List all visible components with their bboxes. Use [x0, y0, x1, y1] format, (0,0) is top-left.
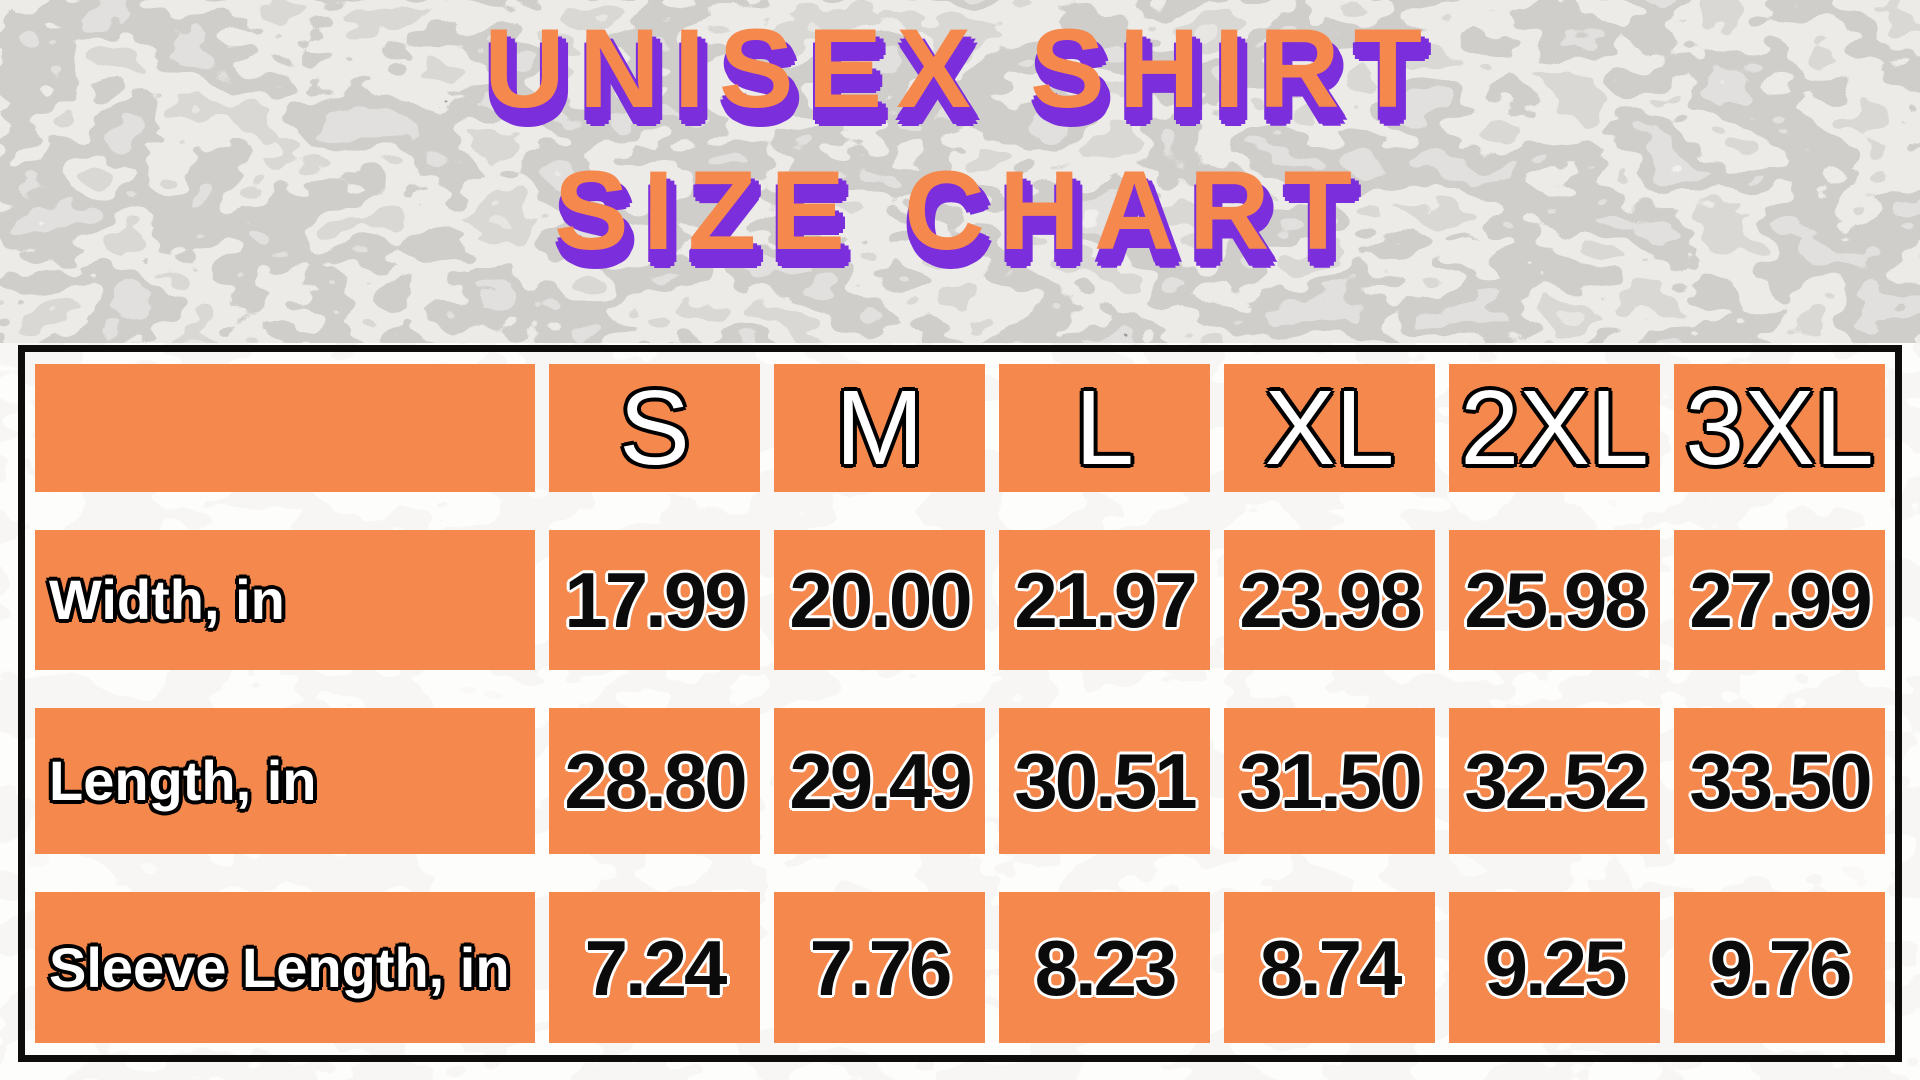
- size-header-label: 3XL: [1685, 369, 1874, 487]
- size-header-cell-xl: XL: [1224, 364, 1435, 492]
- value-cell-length-m: 29.49: [774, 708, 985, 854]
- row-label: Sleeve Length, in: [49, 935, 510, 999]
- value: 32.52: [1464, 737, 1647, 825]
- value: 29.49: [789, 737, 972, 825]
- value-cell-width-l: 21.97: [999, 530, 1210, 670]
- value-cell-sleeve-3xl: 9.76: [1674, 892, 1885, 1043]
- size-header-cell-2xl: 2XL: [1449, 364, 1660, 492]
- size-header-cell-3xl: 3XL: [1674, 364, 1885, 492]
- value: 33.50: [1689, 737, 1872, 825]
- size-header-label: 2XL: [1460, 369, 1649, 487]
- row-label-cell-width: Width, in: [35, 530, 535, 670]
- value-cell-length-2xl: 32.52: [1449, 708, 1660, 854]
- size-header-cell-m: M: [774, 364, 985, 492]
- value-cell-length-xl: 31.50: [1224, 708, 1435, 854]
- size-header-label: L: [1075, 369, 1134, 487]
- value: 23.98: [1239, 556, 1422, 644]
- row-label-cell-length: Length, in: [35, 708, 535, 854]
- value-cell-width-m: 20.00: [774, 530, 985, 670]
- value-cell-sleeve-m: 7.76: [774, 892, 985, 1043]
- value: 28.80: [564, 737, 747, 825]
- row-label: Length, in: [49, 749, 317, 812]
- row-label-cell-sleeve-length: Sleeve Length, in: [35, 892, 535, 1043]
- value: 8.74: [1259, 923, 1403, 1012]
- size-chart-table: S M L XL 2XL 3XL Width, in 17.99 20.00 2…: [18, 345, 1902, 1062]
- size-header-label: M: [835, 369, 924, 487]
- value: 17.99: [564, 556, 747, 644]
- size-header-cell-s: S: [549, 364, 760, 492]
- value: 7.76: [809, 923, 953, 1012]
- value-cell-width-s: 17.99: [549, 530, 760, 670]
- camo-texture-background: [0, 0, 1920, 343]
- title-line-2-shadow: SIZE CHART: [558, 161, 1370, 286]
- value-cell-length-l: 30.51: [999, 708, 1210, 854]
- value: 21.97: [1014, 556, 1197, 644]
- value-cell-width-3xl: 27.99: [1674, 530, 1885, 670]
- value: 31.50: [1239, 737, 1422, 825]
- value-cell-sleeve-2xl: 9.25: [1449, 892, 1660, 1043]
- value: 9.25: [1484, 923, 1628, 1012]
- row-label: Width, in: [49, 568, 285, 631]
- value-cell-width-xl: 23.98: [1224, 530, 1435, 670]
- value-cell-sleeve-s: 7.24: [549, 892, 760, 1043]
- value-cell-length-3xl: 33.50: [1674, 708, 1885, 854]
- value: 20.00: [789, 556, 972, 644]
- title-line-2-text: SIZE CHART: [554, 148, 1366, 273]
- value: 25.98: [1464, 556, 1647, 644]
- size-header-cell-l: L: [999, 364, 1210, 492]
- value: 30.51: [1014, 737, 1197, 825]
- header-empty-cell: [35, 364, 535, 492]
- value-cell-length-s: 28.80: [549, 708, 760, 854]
- title-line-1-text: UNISEX SHIRT: [483, 6, 1437, 131]
- value-cell-sleeve-l: 8.23: [999, 892, 1210, 1043]
- value: 9.76: [1709, 923, 1853, 1012]
- value-cell-width-2xl: 25.98: [1449, 530, 1660, 670]
- value: 27.99: [1689, 556, 1872, 644]
- value-cell-sleeve-xl: 8.74: [1224, 892, 1435, 1043]
- title-line-1: UNISEX SHIRT UNISEX SHIRT: [0, 4, 1920, 144]
- size-header-label: XL: [1264, 369, 1395, 487]
- size-header-label: S: [619, 369, 690, 487]
- value: 8.23: [1034, 923, 1178, 1012]
- title-line-1-shadow: UNISEX SHIRT: [487, 19, 1441, 144]
- page-title: UNISEX SHIRT UNISEX SHIRT SIZE CHART SIZ…: [0, 0, 1920, 343]
- title-line-2: SIZE CHART SIZE CHART: [0, 146, 1920, 286]
- value: 7.24: [584, 923, 728, 1012]
